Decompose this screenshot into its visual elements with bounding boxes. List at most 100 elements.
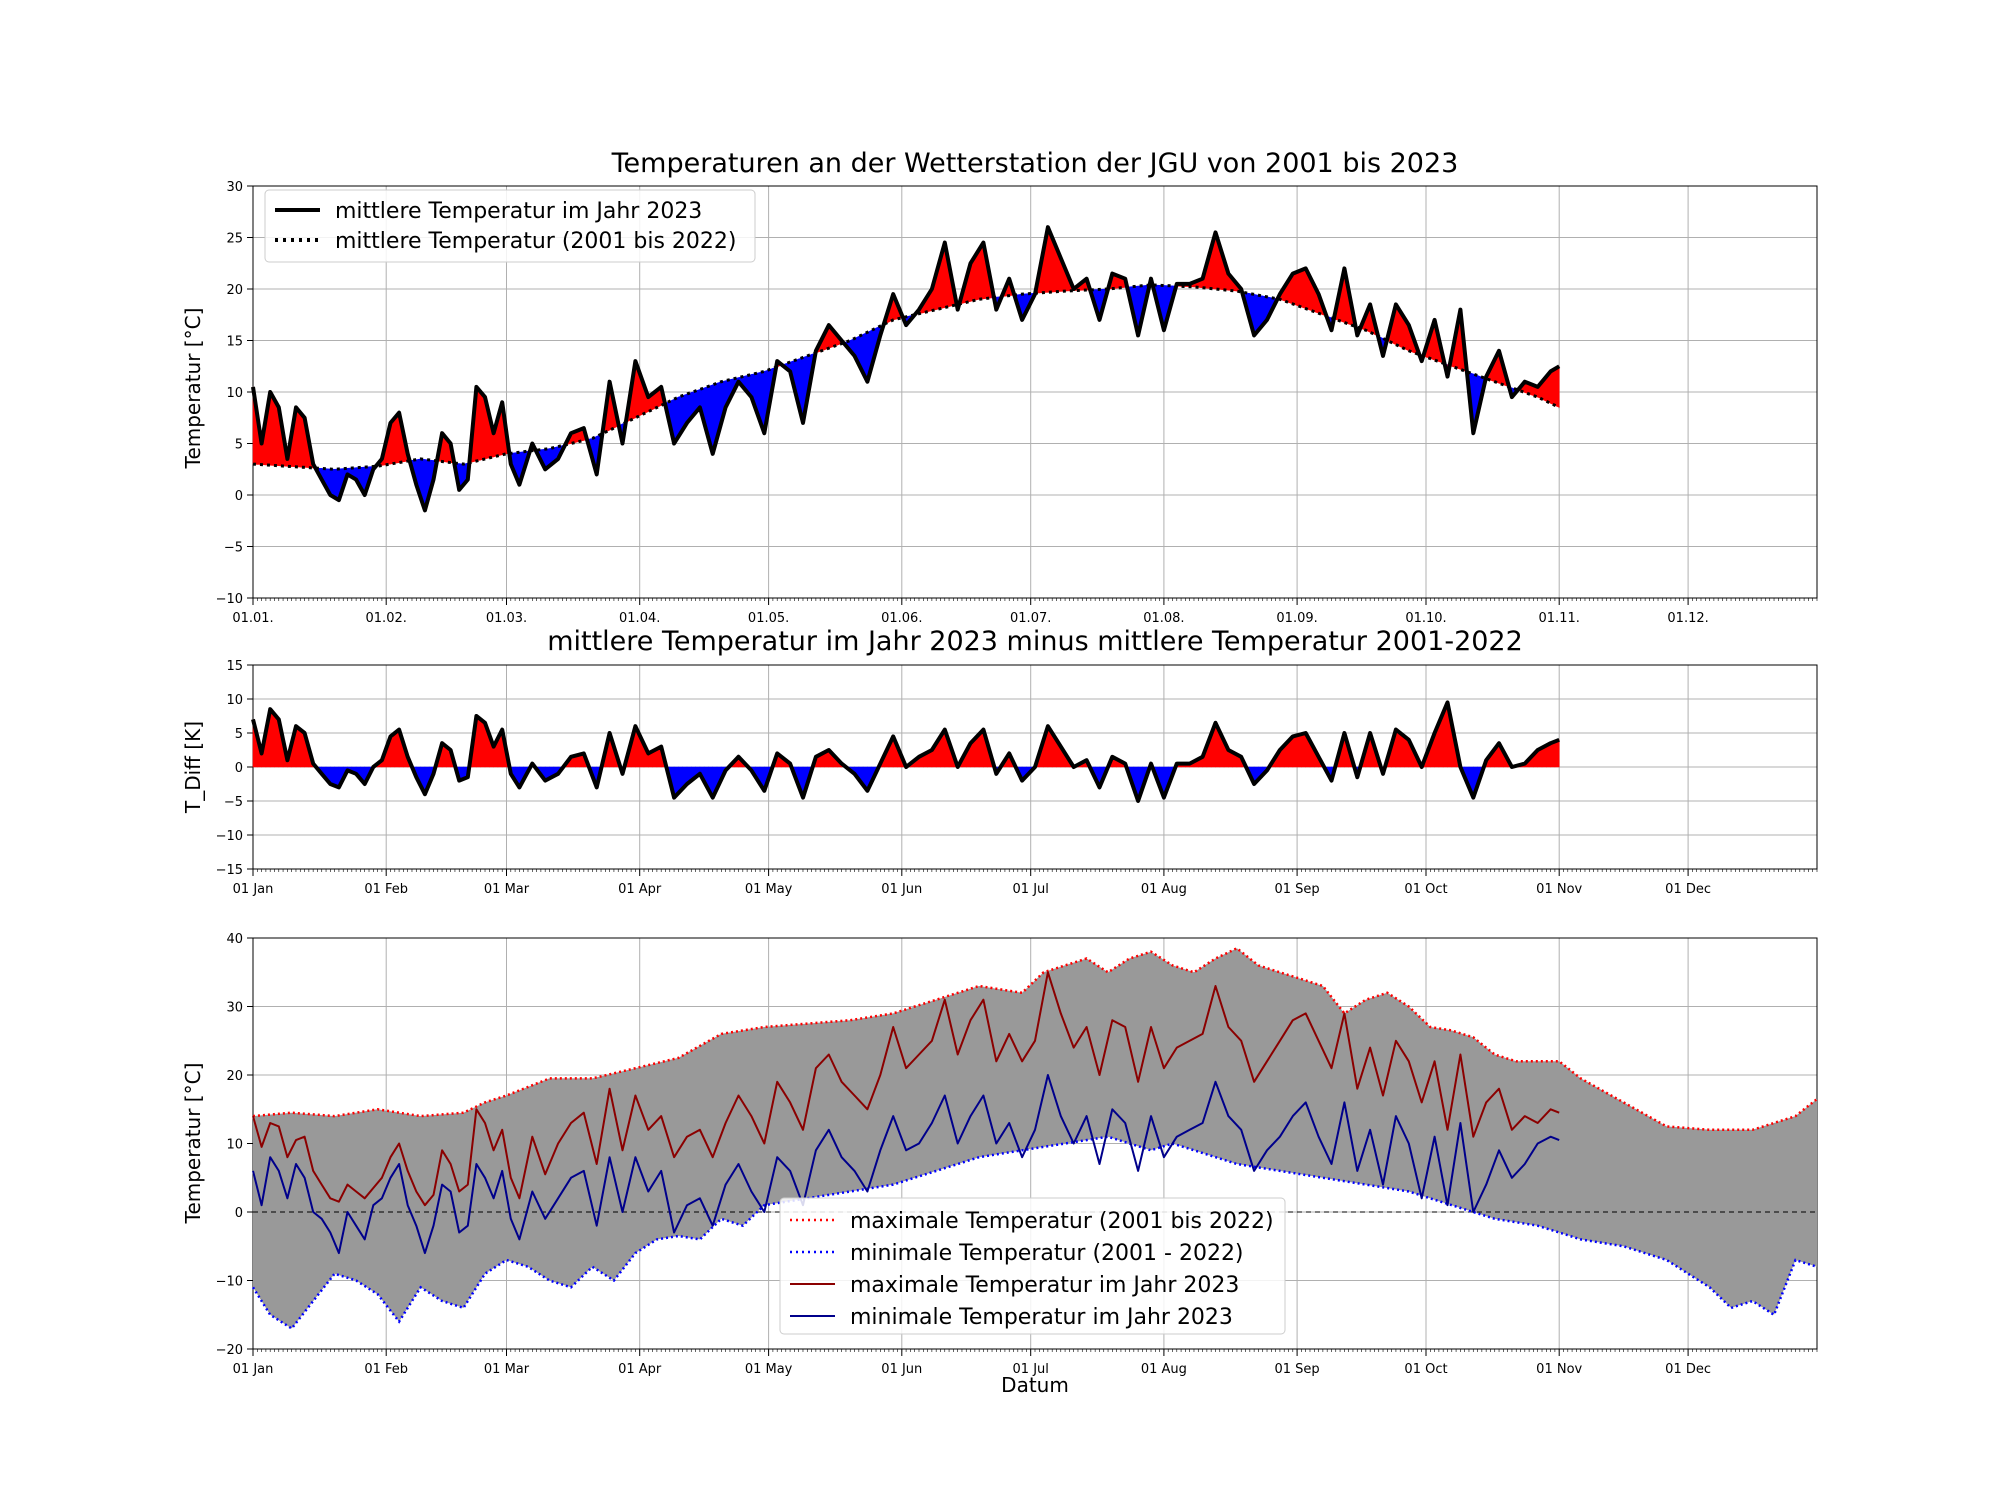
difference-fill-segment	[1554, 739, 1560, 768]
y-tick-label: −15	[216, 863, 243, 878]
x-tick-label: 01 Sep	[1275, 882, 1320, 897]
mean-2023-line	[251, 225, 1561, 513]
x-tick-label: 01 Feb	[364, 1362, 408, 1377]
difference-fill-segment	[394, 728, 400, 768]
y-tick-label: 30	[226, 180, 243, 195]
difference-line	[251, 700, 1560, 803]
anomaly-fill-segment	[1296, 269, 1302, 308]
x-tick-label: 01 Sep	[1275, 1362, 1320, 1377]
x-tick-label: 01 Dec	[1665, 882, 1711, 897]
x-tick-label: 01 Jun	[881, 1362, 922, 1377]
legend-label-mean-clim: mittlere Temperatur (2001 bis 2022)	[335, 229, 737, 254]
legend-label-max-2023: maximale Temperatur im Jahr 2023	[850, 1273, 1239, 1298]
x-tick-label: 01 Mar	[484, 882, 530, 897]
anomaly-fill-segment	[269, 390, 275, 466]
x-tick-label: 01.05.	[748, 611, 789, 626]
x-tick-label: 01.09.	[1276, 611, 1317, 626]
x-tick-label: 01 Jan	[233, 1362, 274, 1377]
y-tick-label: −10	[216, 592, 243, 607]
x-tick-label: 01 Jul	[1013, 882, 1049, 897]
anomaly-fill-segment	[1301, 267, 1306, 310]
x-tick-label: 01 Jul	[1013, 1362, 1049, 1377]
legend-box	[779, 1197, 1286, 1335]
panel3-lines	[251, 946, 1818, 1331]
x-tick-label: 01 Aug	[1141, 1362, 1187, 1377]
panel2-ylabel: T_Diff [K]	[181, 721, 205, 814]
y-tick-label: −5	[224, 795, 243, 810]
climate-range-band	[253, 948, 1817, 1329]
min-2023-line	[252, 1074, 1560, 1255]
x-tick-label: 01.04.	[619, 611, 660, 626]
legend-label-min-clim: minimale Temperatur (2001 - 2022)	[850, 1241, 1244, 1266]
legend-label-min-2023: minimale Temperatur im Jahr 2023	[850, 1305, 1233, 1330]
y-tick-label: 10	[226, 386, 243, 401]
difference-fill-segment	[1395, 728, 1401, 768]
legend-label-mean-2023: mittlere Temperatur im Jahr 2023	[335, 199, 702, 224]
y-tick-label: 40	[226, 932, 243, 947]
panel1-axes: 01.01. 01.02. 01.03. 01.04. 01.05. 01.06. 01.0…	[216, 180, 1818, 626]
y-tick-label: 15	[226, 659, 243, 674]
x-tick-label: 01.11.	[1539, 611, 1580, 626]
difference-fill-segment	[1550, 741, 1556, 768]
x-tick-label: 01 Jun	[881, 882, 922, 897]
y-tick-label: 15	[226, 335, 243, 350]
y-tick-label: 0	[235, 761, 243, 776]
panel3-legend: maximale Temperatur (2001 bis 2022) mini…	[779, 1197, 1286, 1335]
panel2-lines	[251, 700, 1560, 803]
difference-fill-segment	[269, 708, 275, 768]
x-tick-label: 01 May	[745, 882, 793, 897]
panel3-ylabel: Temperatur [°C]	[181, 1063, 205, 1225]
anomaly-fill-segment	[394, 411, 400, 464]
panel-temperature-difference: mittlere Temperatur im Jahr 2023 minus m…	[181, 626, 1818, 897]
x-tick-label: 01 Feb	[364, 882, 408, 897]
y-tick-label: 20	[226, 1069, 243, 1084]
x-tick-label: 01 Oct	[1404, 1362, 1447, 1377]
panel2-axes: 01 Jan 01 Feb 01 Mar 01 Apr 01 May 01 Jun 01 J…	[216, 659, 1818, 897]
difference-fill-segment	[295, 725, 301, 768]
x-tick-label: 01 May	[745, 1362, 793, 1377]
x-tick-label: 01.12.	[1667, 611, 1708, 626]
y-tick-label: −10	[216, 1275, 243, 1290]
y-tick-label: 10	[226, 693, 243, 708]
difference-fill-segment	[1292, 734, 1298, 768]
y-tick-label: −20	[216, 1343, 243, 1358]
panel1-title: Temperaturen an der Wetterstation der JG…	[611, 148, 1459, 179]
panel1-ylabel: Temperatur [°C]	[181, 308, 205, 470]
min-clim-line	[251, 1135, 1818, 1331]
panel-mean-temperature: Temperaturen an der Wetterstation der JG…	[181, 148, 1818, 626]
x-tick-label: 01 Nov	[1536, 882, 1582, 897]
panel1-legend: mittlere Temperatur im Jahr 2023 mittler…	[264, 189, 756, 263]
x-tick-label: 01 Oct	[1404, 882, 1447, 897]
y-tick-label: 0	[235, 489, 243, 504]
anomaly-fill-segment	[295, 406, 301, 468]
x-tick-label: 01.10.	[1405, 611, 1446, 626]
x-tick-label: 01.03.	[486, 611, 527, 626]
anomaly-fill-segment	[1550, 368, 1556, 406]
y-tick-label: 25	[226, 232, 243, 247]
y-tick-label: −5	[224, 541, 243, 556]
x-tick-label: 01 Nov	[1536, 1362, 1582, 1377]
panel2-title: mittlere Temperatur im Jahr 2023 minus m…	[547, 626, 1523, 657]
x-tick-label: 01 Mar	[484, 1362, 530, 1377]
y-tick-label: 5	[235, 438, 243, 453]
panel3-xlabel: Datum	[1001, 1373, 1069, 1397]
panel1-anomaly-fill	[252, 227, 1560, 511]
x-tick-label: 01 Jan	[233, 882, 274, 897]
panel-min-max-temperature: Temperatur [°C] Datum 01 Jan 01 Feb 01 Mar…	[181, 932, 1818, 1397]
y-tick-label: 5	[235, 727, 243, 742]
x-tick-label: 01.07.	[1010, 611, 1051, 626]
x-tick-label: 01.02.	[366, 611, 407, 626]
legend-box	[264, 189, 756, 263]
legend-label-max-clim: maximale Temperatur (2001 bis 2022)	[850, 1209, 1274, 1234]
x-tick-label: 01.06.	[881, 611, 922, 626]
anomaly-fill-segment	[334, 468, 340, 501]
max-clim-line	[252, 946, 1818, 1132]
difference-fill-segment	[1296, 733, 1302, 768]
x-tick-label: 01.01.	[232, 611, 273, 626]
y-tick-label: 0	[235, 1206, 243, 1221]
max-2023-line	[252, 971, 1560, 1207]
anomaly-fill-segment	[1292, 271, 1298, 306]
x-tick-label: 01.08.	[1143, 611, 1184, 626]
x-tick-label: 01 Apr	[618, 1362, 662, 1377]
